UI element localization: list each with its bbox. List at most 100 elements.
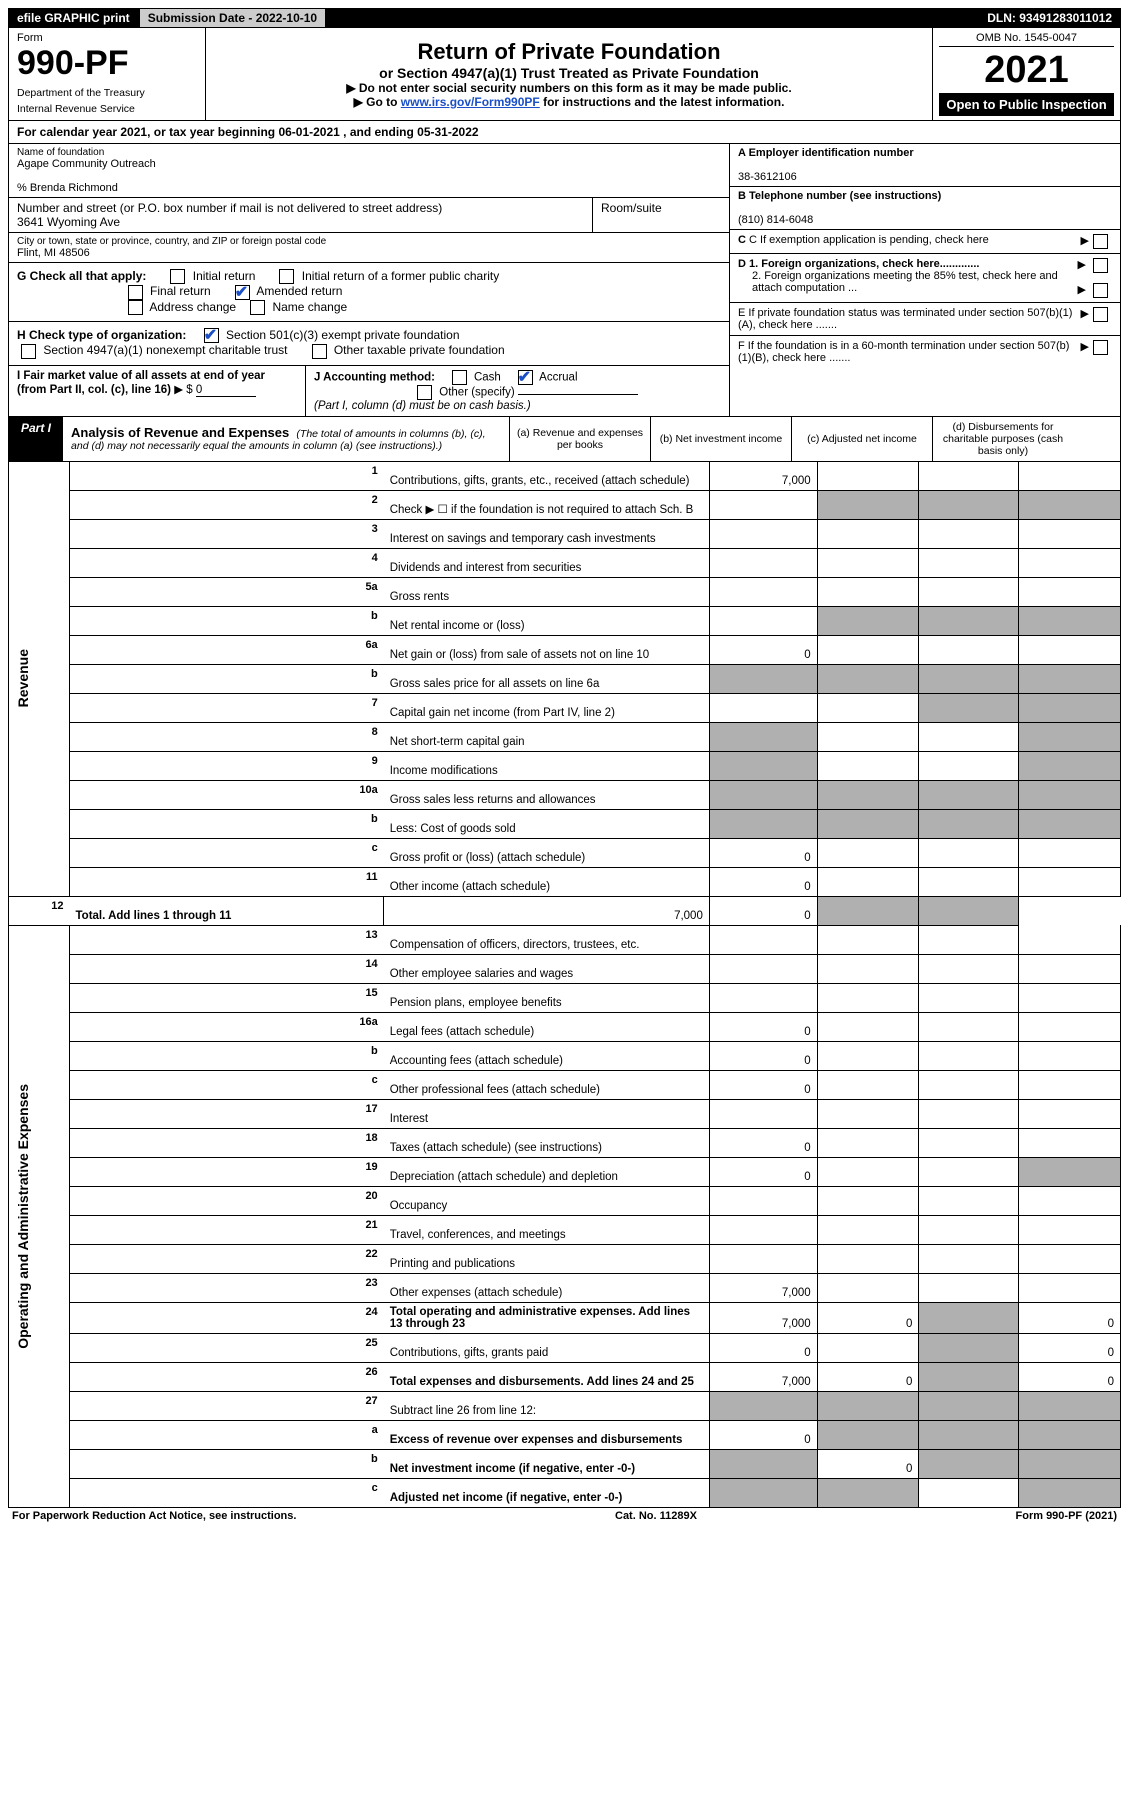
row-num-27: 27 <box>70 1391 384 1420</box>
cell-25-c <box>919 1333 1019 1362</box>
cell-b-a <box>709 606 817 635</box>
form-label: Form <box>17 32 197 44</box>
cell-1-a: 7,000 <box>709 462 817 491</box>
section-i: I Fair market value of all assets at end… <box>9 366 306 416</box>
cell-b-c <box>919 1041 1019 1070</box>
foundation-name-row: Name of foundation Agape Community Outre… <box>9 144 729 198</box>
cell-4-b <box>817 548 919 577</box>
row-num-b: b <box>70 1041 384 1070</box>
address-change-checkbox[interactable] <box>128 300 143 315</box>
cell-12-b: 0 <box>709 896 817 925</box>
cell-14-a <box>709 954 817 983</box>
cell-11-d <box>1019 867 1121 896</box>
other-specify-checkbox[interactable] <box>417 385 432 400</box>
cell-3-b <box>817 519 919 548</box>
cell-c-a: 0 <box>709 838 817 867</box>
row-desc-c: Other professional fees (attach schedule… <box>384 1070 710 1099</box>
d-row: D 1. Foreign organizations, check here..… <box>730 254 1120 303</box>
name-label: Name of foundation <box>17 147 721 158</box>
cell-b-d <box>1019 809 1121 838</box>
row-num-1: 1 <box>70 462 384 491</box>
row-num-17: 17 <box>70 1099 384 1128</box>
cell-4-a <box>709 548 817 577</box>
d2-text: 2. Foreign organizations meeting the 85%… <box>738 270 1077 294</box>
entity-right: A Employer identification number 38-3612… <box>730 144 1120 416</box>
row-desc-26: Total expenses and disbursements. Add li… <box>384 1362 710 1391</box>
row-desc-9: Income modifications <box>384 751 710 780</box>
f-checkbox[interactable] <box>1093 340 1108 355</box>
cell-12-d <box>919 896 1019 925</box>
d1-checkbox[interactable] <box>1093 258 1108 273</box>
other-taxable-checkbox[interactable] <box>312 344 327 359</box>
phone: (810) 814-6048 <box>738 214 813 226</box>
row-desc-18: Taxes (attach schedule) (see instruction… <box>384 1128 710 1157</box>
accrual-checkbox[interactable] <box>518 370 533 385</box>
cell-c-a: 0 <box>709 1070 817 1099</box>
tax-year: 2021 <box>939 51 1114 89</box>
submission-date: Submission Date - 2022-10-10 <box>138 9 327 27</box>
city-label: City or town, state or province, country… <box>17 236 721 247</box>
omb-year-box: OMB No. 1545-0047 2021 Open to Public In… <box>932 28 1120 120</box>
cash-checkbox[interactable] <box>452 370 467 385</box>
instr-link[interactable]: www.irs.gov/Form990PF <box>401 95 540 109</box>
room-cell: Room/suite <box>593 198 729 232</box>
cell-c-d <box>1019 1478 1121 1507</box>
j-label: J Accounting method: <box>314 371 435 383</box>
cell-b-b <box>817 809 919 838</box>
4947-checkbox[interactable] <box>21 344 36 359</box>
header-bar: efile GRAPHIC print Submission Date - 20… <box>8 8 1121 28</box>
d2-checkbox[interactable] <box>1093 283 1108 298</box>
col-c-header: (c) Adjusted net income <box>791 417 932 461</box>
title-main: Return of Private Foundation <box>218 39 920 65</box>
cell-22-b <box>817 1244 919 1273</box>
cell-17-b <box>817 1099 919 1128</box>
501c3: Section 501(c)(3) exempt private foundat… <box>226 328 459 342</box>
row-desc-11: Other income (attach schedule) <box>384 867 710 896</box>
cell-c-c <box>919 1070 1019 1099</box>
501c3-checkbox[interactable] <box>204 328 219 343</box>
phone-block: B Telephone number (see instructions) (8… <box>730 187 1120 230</box>
footer-right: Form 990-PF (2021) <box>1016 1510 1118 1522</box>
address-row: Number and street (or P.O. box number if… <box>9 198 729 233</box>
cell-8-d <box>1019 722 1121 751</box>
cell-5a-b <box>817 577 919 606</box>
row-desc-10a: Gross sales less returns and allowances <box>384 780 710 809</box>
row-num-14: 14 <box>70 954 384 983</box>
cell-21-c <box>919 1215 1019 1244</box>
row-num-6a: 6a <box>70 635 384 664</box>
cell-5a-c <box>919 577 1019 606</box>
cell-13-d <box>1019 925 1121 954</box>
cell-6a-b <box>817 635 919 664</box>
cell-9-b <box>817 751 919 780</box>
cell-27-c <box>919 1391 1019 1420</box>
cell-21-a <box>709 1215 817 1244</box>
e-checkbox[interactable] <box>1093 307 1108 322</box>
final-return-checkbox[interactable] <box>128 285 143 300</box>
cell-11-b <box>817 867 919 896</box>
c-checkbox[interactable] <box>1093 234 1108 249</box>
amended-return-checkbox[interactable] <box>235 285 250 300</box>
omb-number: OMB No. 1545-0047 <box>939 32 1114 47</box>
cell-27-b <box>817 1391 919 1420</box>
fmv-value: 0 <box>196 384 256 397</box>
cell-27-d <box>1019 1391 1121 1420</box>
part1-title-block: Part I Analysis of Revenue and Expenses … <box>9 417 509 461</box>
cell-a-d <box>1019 1420 1121 1449</box>
initial-former-checkbox[interactable] <box>279 269 294 284</box>
addr-label: Number and street (or P.O. box number if… <box>17 201 584 215</box>
c-text: C If exemption application is pending, c… <box>749 234 989 246</box>
row-num-2: 2 <box>70 490 384 519</box>
cell-b-b: 0 <box>817 1449 919 1478</box>
cell-23-c <box>919 1273 1019 1302</box>
row-desc-1: Contributions, gifts, grants, etc., rece… <box>384 462 710 491</box>
row-num-4: 4 <box>70 548 384 577</box>
row-desc-25: Contributions, gifts, grants paid <box>384 1333 710 1362</box>
address-change: Address change <box>149 300 236 314</box>
row-desc-24: Total operating and administrative expen… <box>384 1302 710 1333</box>
row-num-19: 19 <box>70 1157 384 1186</box>
name-change-checkbox[interactable] <box>250 300 265 315</box>
row-num-5a: 5a <box>70 577 384 606</box>
c-row: C C If exemption application is pending,… <box>730 230 1120 254</box>
section-h: H Check type of organization: Section 50… <box>9 322 729 366</box>
initial-return-checkbox[interactable] <box>170 269 185 284</box>
